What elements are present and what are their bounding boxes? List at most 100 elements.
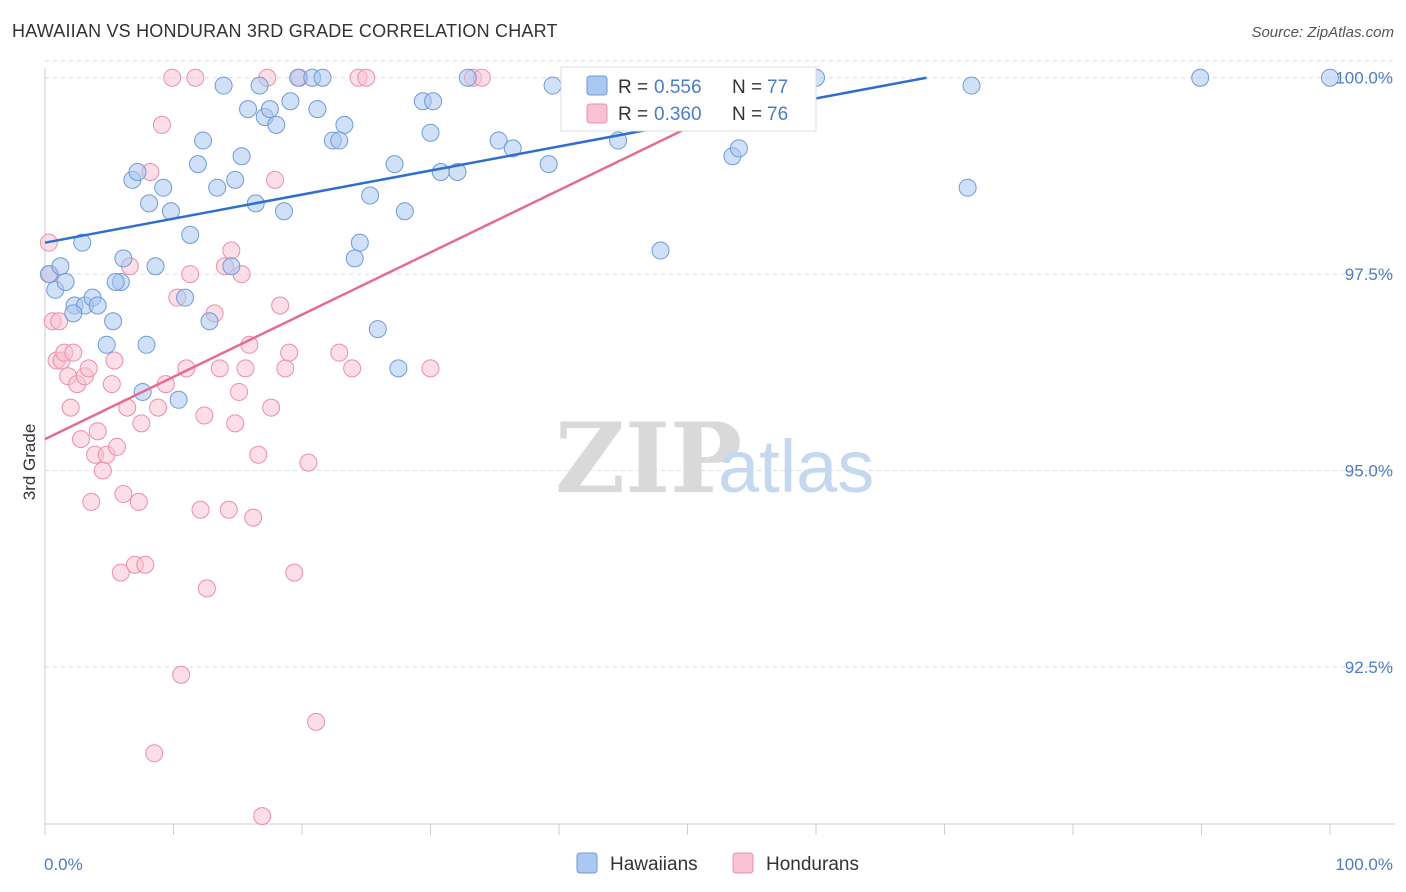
- hawaiian-point-30: [232, 147, 251, 166]
- hawaiian-point-73: [1321, 68, 1339, 87]
- legend-swatch-blue: [586, 75, 608, 96]
- x-tick-labels: 0.0% 100.0%: [44, 855, 1393, 874]
- hawaiian-point-21: [176, 288, 195, 307]
- hawaiian-point-31: [239, 100, 258, 119]
- hawaiian-point-20: [169, 390, 188, 409]
- honduran-point-41: [191, 500, 210, 519]
- hawaiian-point-23: [188, 155, 207, 174]
- honduran-point-65: [299, 453, 318, 472]
- watermark-atlas: atlas: [718, 425, 874, 508]
- honduran-point-68: [343, 359, 362, 378]
- honduran-point-23: [114, 485, 133, 504]
- honduran-point-63: [285, 563, 304, 582]
- hawaiian-point-44: [330, 131, 349, 150]
- hawaiian-point-17: [146, 257, 165, 276]
- hawaiian-point-55: [424, 92, 443, 111]
- honduran-point-35: [163, 68, 182, 87]
- y-tick-label-0: 92.5%: [1345, 658, 1393, 677]
- honduran-point-8: [61, 398, 80, 417]
- honduran-point-42: [195, 406, 214, 425]
- legend-r-label-pink: R =: [618, 104, 648, 125]
- honduran-point-71: [421, 359, 440, 378]
- honduran-point-16: [88, 422, 107, 441]
- axes: [44, 68, 1395, 835]
- honduran-point-31: [145, 744, 164, 763]
- honduran-point-54: [244, 508, 263, 527]
- hawaiian-point-56: [431, 162, 450, 181]
- hawaiian-point-61: [539, 155, 558, 174]
- honduran-point-39: [181, 265, 200, 284]
- hawaiian-point-33: [250, 76, 269, 95]
- hawaiian-point-28: [222, 257, 241, 276]
- hawaiian-point-72: [1191, 68, 1210, 87]
- stats-legend: R = 0.556 N = 77 R = 0.360 N = 76: [560, 66, 817, 132]
- honduran-point-28: [132, 414, 151, 433]
- hawaiian-point-45: [335, 115, 354, 134]
- hawaiian-point-26: [208, 178, 227, 197]
- hawaiian-point-36: [267, 115, 286, 134]
- hawaiian-point-74: [64, 304, 83, 323]
- legend-n-value-blue: 77: [767, 77, 788, 98]
- x-tick-label-0: 0.0%: [44, 855, 83, 874]
- honduran-point-59: [266, 170, 285, 189]
- hawaiian-point-14: [128, 162, 147, 181]
- hawaiian-point-71: [958, 178, 977, 197]
- hawaiian-point-8: [88, 296, 107, 315]
- watermark: ZIP atlas: [555, 402, 874, 515]
- y-tick-label-1: 95.0%: [1345, 461, 1393, 480]
- legend-r-label-blue: R =: [618, 77, 648, 98]
- hawaiian-point-65: [651, 241, 670, 260]
- series-legend: Hawaiians Hondurans: [576, 852, 859, 875]
- honduran-point-43: [197, 579, 216, 598]
- honduran-point-29: [136, 555, 155, 574]
- hawaiian-point-42: [313, 68, 332, 87]
- trend-lines: [44, 76, 927, 441]
- honduran-point-37: [172, 665, 191, 684]
- hawaiian-point-46: [345, 249, 364, 268]
- honduran-point-58: [262, 398, 281, 417]
- hawaiian-point-47: [350, 233, 369, 252]
- hawaiian-point-70: [962, 76, 981, 95]
- honduran-point-33: [152, 115, 171, 134]
- y-tick-label-3: 100.0%: [1335, 69, 1393, 88]
- honduran-point-52: [236, 359, 255, 378]
- hawaiian-point-18: [154, 178, 173, 197]
- hawaiian-point-48: [361, 186, 380, 205]
- hawaiian-point-57: [448, 162, 467, 181]
- hawaiian-point-52: [395, 202, 414, 221]
- hawaiian-point-2: [51, 257, 70, 276]
- honduran-point-20: [105, 351, 124, 370]
- bottom-legend-label-hawaiians: Hawaiians: [610, 854, 698, 875]
- hawaiian-point-3: [56, 272, 75, 291]
- hawaiian-point-60: [503, 139, 522, 158]
- hawaiian-point-25: [200, 312, 219, 331]
- hawaiian-point-75: [106, 272, 125, 291]
- hawaiian-point-29: [226, 170, 245, 189]
- hondurans-trend-line: [44, 123, 695, 441]
- honduran-point-55: [249, 445, 268, 464]
- legend-swatch-pink: [586, 103, 608, 124]
- hawaiian-point-58: [458, 68, 477, 87]
- legend-r-value-pink: 0.360: [654, 104, 702, 125]
- hawaiian-point-12: [114, 249, 133, 268]
- hawaiian-point-62: [543, 76, 562, 95]
- x-tick-label-1: 100.0%: [1335, 855, 1393, 874]
- bottom-legend-swatch-hawaiians: [576, 852, 598, 874]
- y-tick-labels: 92.5% 95.0% 97.5% 100.0%: [1335, 69, 1393, 677]
- hawaiian-point-41: [308, 100, 327, 119]
- y-tick-label-2: 97.5%: [1345, 265, 1393, 284]
- hawaiian-point-9: [97, 335, 116, 354]
- honduran-point-62: [280, 343, 299, 362]
- honduran-point-66: [307, 712, 326, 731]
- honduran-point-22: [111, 563, 130, 582]
- honduran-point-11: [71, 430, 90, 449]
- hawaiians-points: [39, 68, 1339, 409]
- honduran-point-67: [330, 343, 349, 362]
- hawaiian-point-68: [729, 139, 748, 158]
- legend-n-label-blue: N =: [732, 77, 762, 98]
- hawaiian-point-5: [73, 233, 92, 252]
- honduran-point-9: [64, 343, 83, 362]
- honduran-point-60: [271, 296, 290, 315]
- source-label: Source: ZipAtlas.com: [1251, 24, 1394, 41]
